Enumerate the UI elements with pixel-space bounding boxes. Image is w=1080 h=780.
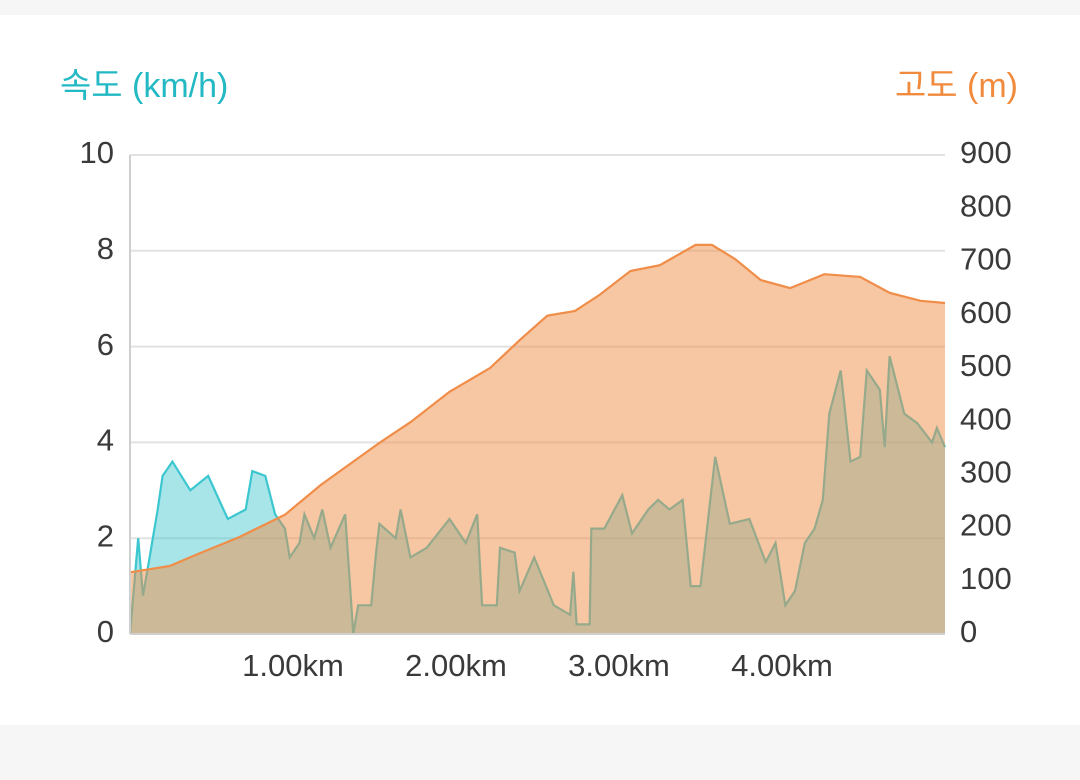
x-tick-label: 2.00km: [405, 648, 507, 683]
y2-tick-label: 400: [960, 401, 1012, 436]
y2-axis-title: 고도 (m): [895, 67, 1018, 105]
y-tick-label: 0: [97, 614, 114, 649]
y-axis-title: 속도 (km/h): [60, 67, 228, 105]
x-tick-label: 1.00km: [242, 648, 344, 683]
y2-tick-label: 900: [960, 135, 1012, 170]
area-fill: [130, 244, 945, 634]
x-tick-label: 3.00km: [568, 648, 670, 683]
y2-tick-label: 200: [960, 508, 1012, 543]
y2-tick-label: 500: [960, 348, 1012, 383]
y2-tick-label: 300: [960, 455, 1012, 490]
y2-tick-label: 700: [960, 242, 1012, 277]
y2-tick-label: 600: [960, 295, 1012, 330]
y-tick-label: 8: [97, 231, 114, 266]
y2-tick-label: 100: [960, 561, 1012, 596]
y-tick-label: 4: [97, 423, 114, 458]
area-line: [129, 243, 946, 574]
y-tick-label: 10: [80, 135, 114, 170]
y-tick-label: 6: [97, 327, 114, 362]
y2-tick-label: 0: [960, 614, 977, 649]
x-tick-label: 4.00km: [731, 648, 833, 683]
y-tick-label: 2: [97, 518, 114, 553]
y2-tick-label: 800: [960, 188, 1012, 223]
